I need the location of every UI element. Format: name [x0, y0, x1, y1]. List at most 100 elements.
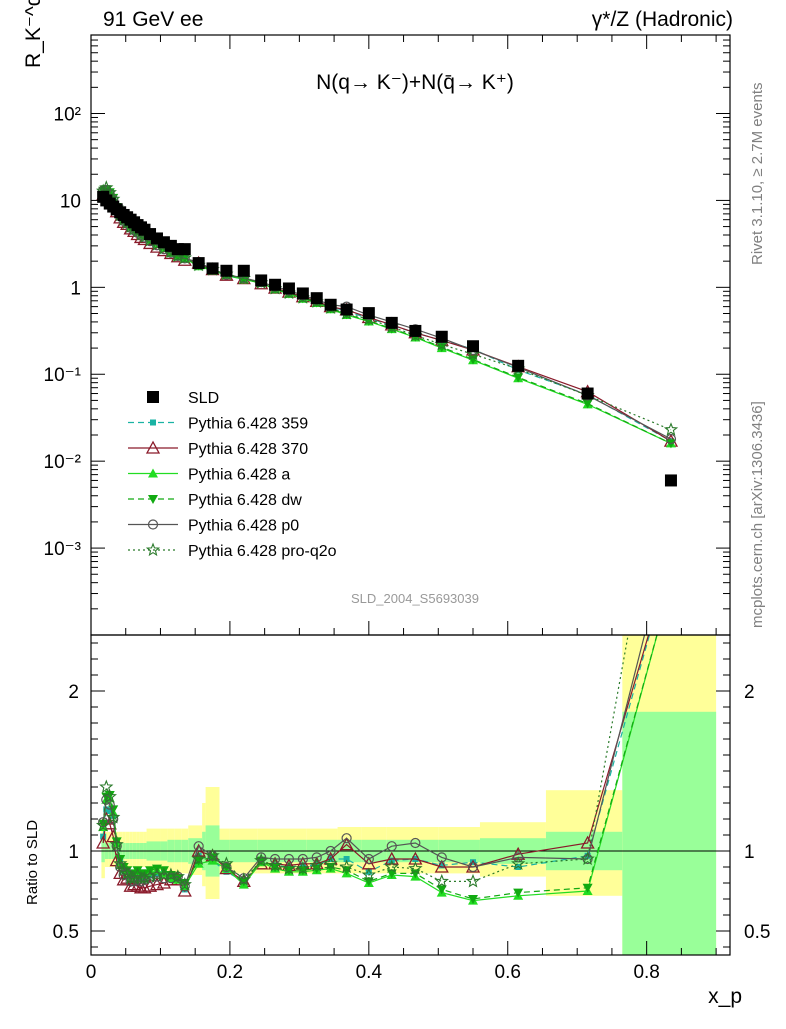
main-point-0-32	[409, 324, 422, 337]
plot-title: N(q→ K⁻)+N(q̄→ K⁺)	[316, 71, 514, 94]
ratio-point-5-19	[191, 851, 206, 866]
ratio-point-5-34	[465, 873, 481, 888]
main-point-0-37	[664, 474, 677, 487]
ratio-point-4-18	[179, 881, 190, 892]
ratio-point-5-12	[137, 870, 152, 885]
ratio-point-1-15	[156, 875, 172, 889]
main-point-4-36	[582, 399, 593, 409]
ratio-point-3-35	[513, 888, 524, 898]
main-point-4-35	[513, 373, 524, 383]
ratio-point-5-16	[163, 867, 179, 882]
ratio-point-5-3	[106, 809, 121, 824]
legend-marker-1	[150, 419, 156, 426]
ratio-point-0-1	[103, 806, 110, 813]
legend-marker-0	[147, 391, 159, 403]
main-point-0-19	[192, 257, 205, 270]
ratio-point-5-2	[102, 789, 117, 803]
ratio-point-5-21	[219, 856, 234, 870]
ratio-point-3-33	[436, 885, 447, 895]
main-ytick-label: 10²	[54, 104, 81, 125]
ratio-point-5-18	[177, 877, 192, 891]
ratio-point-3-5	[115, 855, 126, 864]
ratio-point-5-24	[267, 857, 283, 872]
main-point-0-29	[340, 303, 353, 316]
main-ytick-label: 10	[60, 191, 81, 212]
analysis-watermark: SLD_2004_S5693039	[351, 591, 479, 606]
ratio-point-5-26	[295, 861, 310, 875]
legend: SLD Pythia 6.428 359 Pythia 6.428 370 Pythi…	[128, 390, 337, 560]
ratio-point-1-31	[384, 851, 399, 865]
main-line-6	[102, 186, 672, 431]
main-point-6-18	[177, 250, 192, 265]
main-point-0-27	[310, 292, 323, 305]
main-ytick-label: 10⁻¹	[44, 365, 82, 386]
ratio-point-3-34	[468, 895, 479, 904]
xtick-label: 0.6	[495, 962, 521, 983]
ratio-point-3-36	[582, 883, 593, 893]
xtick-label: 0	[86, 962, 97, 983]
legend-label-0: SLD	[188, 390, 219, 407]
ratio-point-0-26	[299, 862, 306, 869]
ratio-point-5-28	[323, 856, 338, 870]
right-title: γ*/Z (Hadronic)	[592, 8, 733, 31]
ratio-point-1-18	[177, 883, 192, 897]
ratio-point-5-22	[236, 872, 251, 886]
ratio-point-4-27	[311, 852, 322, 863]
ratio-point-5-4	[109, 837, 124, 851]
legend-marker-6	[145, 542, 161, 557]
main-point-0-18	[178, 243, 191, 256]
main-point-0-23	[255, 274, 268, 287]
legend-label-2: Pythia 6.428 370	[188, 441, 308, 458]
main-point-0-25	[282, 282, 295, 295]
ratio-point-4-28	[325, 845, 336, 857]
x-axis-label: x_p	[708, 985, 742, 1008]
main-point-0-20	[206, 262, 219, 275]
ratio-point-5-31	[384, 859, 399, 874]
main-ytick-label: 1	[70, 278, 81, 299]
main-point-0-28	[324, 298, 337, 311]
ratio-point-5-13	[142, 869, 158, 883]
main-point-0-31	[385, 316, 398, 329]
ratio-point-4-21	[221, 861, 232, 873]
ratio-point-5-32	[408, 861, 423, 875]
rivet-version-text: Rivet 3.1.10, ≥ 2.7M events	[749, 83, 766, 266]
ratio-point-4-29	[341, 833, 352, 844]
ratio-point-3-12	[139, 869, 150, 879]
ratio-point-5-17	[170, 869, 185, 883]
legend-marker-2	[145, 440, 161, 454]
ratio-ytick-label: 1	[68, 842, 79, 863]
axis-ticks: 10⁻³ 10⁻² 10⁻¹ 1 10 10² 0.5 0.5 1 1 2 2 0 0.2 0.4 0.6 0.…	[44, 34, 770, 983]
ratio-point-5-23	[254, 853, 269, 867]
ratio-point-1-33	[434, 859, 449, 873]
ratio-point-4-35	[513, 852, 524, 863]
main-point-0-24	[269, 278, 282, 291]
ratio-point-4-30	[363, 853, 374, 865]
ratio-point-5-1	[99, 779, 114, 794]
ratio-point-1-29	[339, 837, 354, 851]
main-point-0-34	[467, 340, 480, 353]
ratio-point-5-29	[339, 859, 354, 874]
ratio-ytick-label-right: 0.5	[744, 922, 770, 943]
main-point-0-26	[296, 287, 309, 300]
legend-marker-4	[148, 495, 158, 504]
ratio-point-5-25	[281, 861, 297, 875]
ratio-point-5-27	[309, 857, 324, 872]
xtick-label: 0.2	[217, 962, 243, 983]
legend-marker-5	[147, 519, 159, 530]
ratio-point-0-30	[365, 868, 372, 875]
ratio-point-4-31	[386, 841, 397, 852]
xtick-label: 0.8	[633, 962, 659, 983]
main-point-6-34	[465, 346, 481, 361]
main-point-0-21	[220, 264, 233, 277]
ratio-ytick-label: 2	[68, 682, 79, 703]
ratio-point-4-4	[111, 841, 122, 852]
ratio-point-5-30	[361, 867, 376, 882]
ratio-point-0-29	[343, 856, 350, 862]
main-point-5-37	[665, 433, 677, 445]
ratio-point-4-0	[98, 817, 109, 828]
legend-label-5: Pythia 6.428 p0	[188, 518, 299, 535]
legend-marker-3	[148, 468, 158, 478]
ratio-band-inner	[622, 711, 717, 955]
main-point-0-36	[581, 387, 594, 400]
